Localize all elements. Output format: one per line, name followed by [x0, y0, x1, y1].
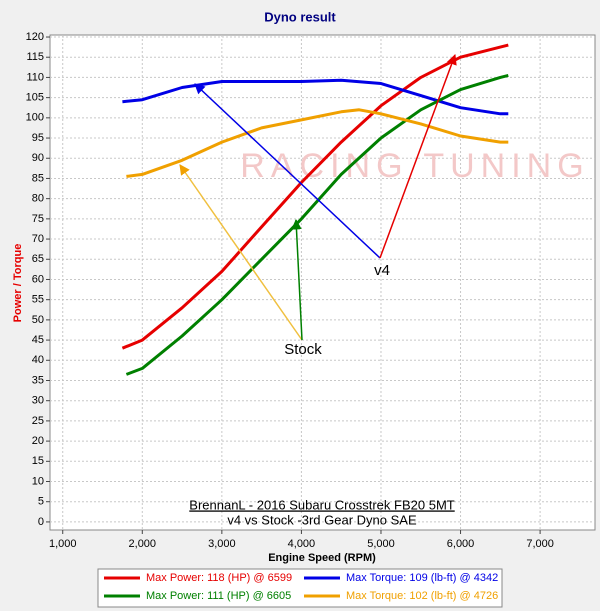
arrow — [379, 54, 457, 259]
arrow — [291, 218, 303, 341]
y-tick-label: 5 — [38, 496, 44, 508]
y-tick-label: 15 — [32, 455, 44, 467]
arrow — [194, 83, 381, 259]
arrow — [179, 164, 303, 341]
plot-area — [49, 34, 596, 531]
y-tick-label: 30 — [32, 395, 44, 407]
y-tick-label: 20 — [32, 435, 44, 447]
lines — [121, 43, 509, 376]
legend-label: Max Torque: 102 (lb-ft) @ 4726 — [346, 590, 498, 602]
x-tick-label: 2,000 — [129, 538, 157, 550]
y-tick-label: 115 — [26, 51, 44, 63]
data-line — [125, 73, 509, 376]
y-tick-label: 110 — [26, 71, 44, 83]
x-tick-label: 7,000 — [526, 538, 554, 550]
x-axis-label: Engine Speed (RPM) — [268, 552, 376, 564]
y-tick-label: 25 — [32, 415, 44, 427]
x-tick-label: 6,000 — [447, 538, 475, 550]
legend-label: Max Torque: 109 (lb-ft) @ 4342 — [346, 572, 498, 584]
y-tick-label: 105 — [26, 92, 44, 104]
y-tick-label: 80 — [32, 193, 44, 205]
y-tick-label: 95 — [32, 132, 44, 144]
y-tick-label: 35 — [32, 374, 44, 386]
y-tick-label: 65 — [32, 253, 44, 265]
annotation: v4 — [374, 262, 390, 279]
y-tick-label: 55 — [32, 294, 44, 306]
chart-title: Dyno result — [264, 9, 336, 24]
y-tick-label: 85 — [32, 172, 44, 184]
x-tick-label: 5,000 — [367, 538, 395, 550]
watermark: RACING TUNING — [240, 147, 589, 185]
annotation: Stock — [284, 341, 322, 358]
caption: v4 vs Stock -3rd Gear Dyno SAE — [227, 512, 417, 527]
data-line — [126, 108, 509, 178]
x-tick-label: 3,000 — [208, 538, 236, 550]
data-line — [122, 78, 509, 116]
y-tick-label: 75 — [32, 213, 44, 225]
y-tick-label: 90 — [32, 152, 44, 164]
y-tick-label: 60 — [32, 273, 44, 285]
y-tick-label: 10 — [32, 475, 44, 487]
x-tick-label: 1,000 — [49, 538, 77, 550]
legend — [97, 568, 503, 608]
y-tick-label: 120 — [26, 31, 44, 43]
y-axis-label: Power / Torque — [12, 244, 24, 323]
y-tick-label: 100 — [26, 112, 44, 124]
caption: BrennanL - 2016 Subaru Crosstrek FB20 5M… — [189, 497, 454, 512]
data-line — [121, 43, 509, 350]
y-tick-label: 0 — [38, 516, 44, 528]
x-tick-label: 4,000 — [288, 538, 316, 550]
legend-label: Max Power: 111 (HP) @ 6605 — [146, 590, 291, 602]
legend-label: Max Power: 118 (HP) @ 6599 — [146, 572, 292, 584]
y-tick-label: 70 — [32, 233, 44, 245]
y-tick-label: 40 — [32, 354, 44, 366]
y-tick-label: 45 — [32, 334, 44, 346]
y-tick-label: 50 — [32, 314, 44, 326]
